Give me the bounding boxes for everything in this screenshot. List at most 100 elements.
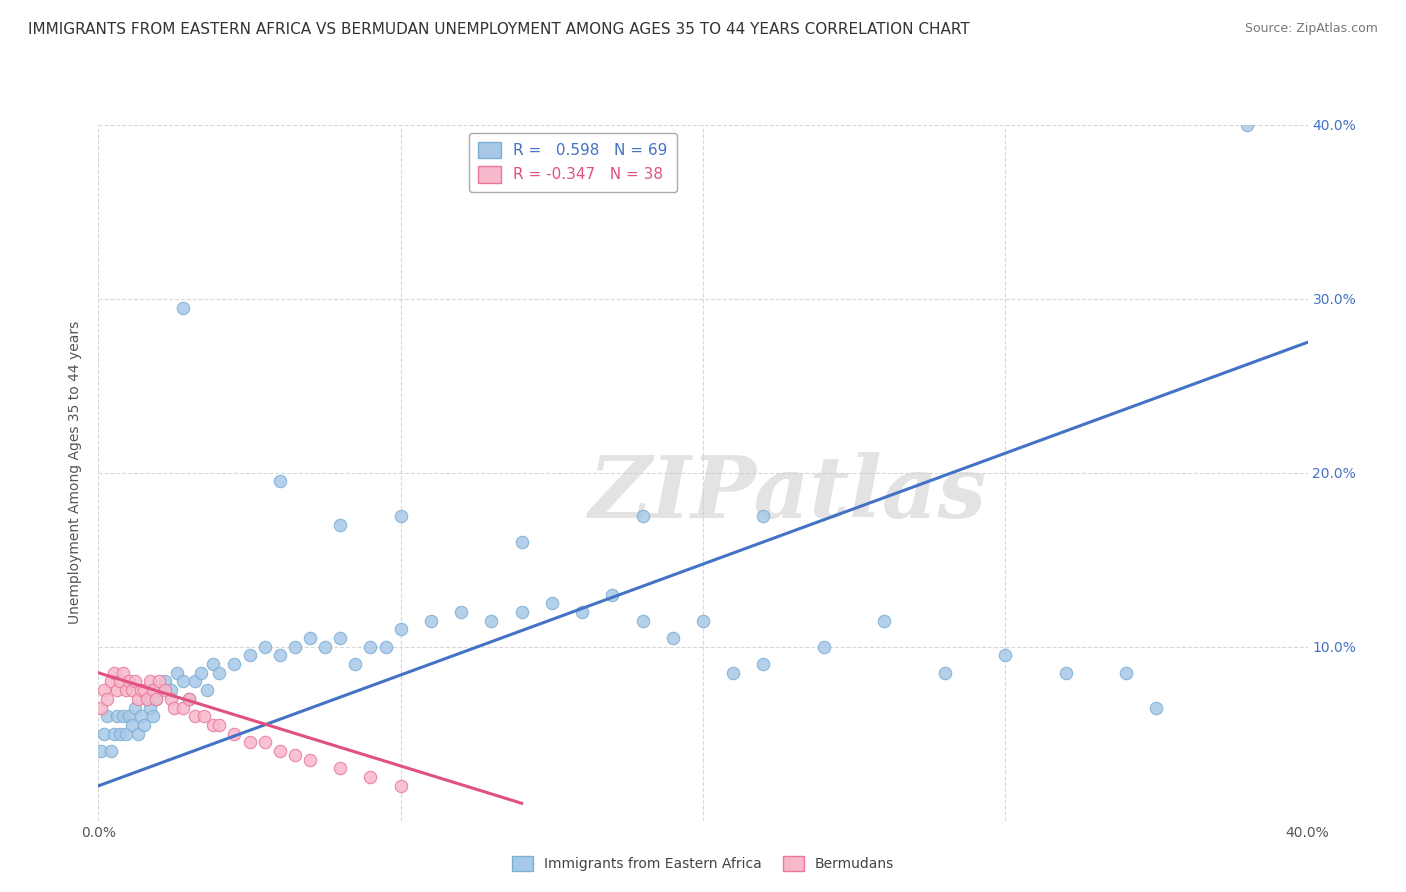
Text: IMMIGRANTS FROM EASTERN AFRICA VS BERMUDAN UNEMPLOYMENT AMONG AGES 35 TO 44 YEAR: IMMIGRANTS FROM EASTERN AFRICA VS BERMUD… bbox=[28, 22, 970, 37]
Point bbox=[389, 779, 412, 793]
Point bbox=[90, 744, 112, 758]
Point bbox=[239, 735, 262, 749]
Point bbox=[389, 623, 412, 637]
Point bbox=[284, 747, 307, 762]
Point bbox=[208, 718, 231, 732]
Point bbox=[420, 614, 443, 628]
Point bbox=[118, 674, 141, 689]
Point bbox=[135, 692, 157, 706]
Point bbox=[129, 709, 152, 723]
Point bbox=[374, 640, 396, 654]
Point bbox=[329, 761, 352, 775]
Point bbox=[179, 692, 201, 706]
Point bbox=[631, 509, 654, 524]
Point bbox=[93, 726, 115, 740]
Point bbox=[153, 683, 176, 698]
Point bbox=[166, 665, 188, 680]
Point bbox=[111, 709, 134, 723]
Point bbox=[723, 665, 745, 680]
Point bbox=[193, 709, 215, 723]
Point bbox=[873, 614, 896, 628]
Point bbox=[1236, 118, 1258, 132]
Point bbox=[142, 683, 165, 698]
Point bbox=[195, 683, 218, 698]
Point bbox=[172, 301, 194, 315]
Point bbox=[540, 596, 562, 610]
Point bbox=[1115, 665, 1137, 680]
Point bbox=[145, 692, 167, 706]
Point bbox=[90, 700, 112, 714]
Point bbox=[269, 648, 291, 663]
Point bbox=[344, 657, 367, 671]
Point bbox=[114, 683, 136, 698]
Point bbox=[450, 605, 472, 619]
Point bbox=[269, 744, 291, 758]
Point bbox=[153, 674, 176, 689]
Legend: Immigrants from Eastern Africa, Bermudans: Immigrants from Eastern Africa, Bermudan… bbox=[506, 850, 900, 876]
Point bbox=[121, 718, 143, 732]
Point bbox=[299, 753, 322, 767]
Point bbox=[389, 509, 412, 524]
Point bbox=[224, 657, 246, 671]
Point bbox=[111, 665, 134, 680]
Point bbox=[148, 674, 170, 689]
Point bbox=[135, 692, 157, 706]
Point bbox=[129, 683, 152, 698]
Point bbox=[114, 726, 136, 740]
Point bbox=[124, 674, 146, 689]
Point bbox=[100, 744, 122, 758]
Point bbox=[139, 700, 162, 714]
Point bbox=[752, 509, 775, 524]
Point bbox=[662, 631, 685, 645]
Point bbox=[481, 614, 503, 628]
Point bbox=[105, 683, 128, 698]
Point bbox=[172, 700, 194, 714]
Point bbox=[184, 709, 207, 723]
Point bbox=[179, 692, 201, 706]
Point bbox=[132, 718, 155, 732]
Point bbox=[145, 692, 167, 706]
Point bbox=[360, 640, 382, 654]
Point bbox=[1144, 700, 1167, 714]
Point bbox=[224, 726, 246, 740]
Point bbox=[202, 657, 225, 671]
Point bbox=[314, 640, 336, 654]
Point bbox=[253, 640, 276, 654]
Point bbox=[1054, 665, 1077, 680]
Point bbox=[184, 674, 207, 689]
Point bbox=[103, 665, 125, 680]
Point bbox=[602, 587, 624, 601]
Point bbox=[813, 640, 835, 654]
Point bbox=[571, 605, 593, 619]
Point bbox=[190, 665, 212, 680]
Y-axis label: Unemployment Among Ages 35 to 44 years: Unemployment Among Ages 35 to 44 years bbox=[69, 321, 83, 624]
Point bbox=[108, 674, 131, 689]
Point bbox=[148, 683, 170, 698]
Point bbox=[132, 683, 155, 698]
Point bbox=[118, 709, 141, 723]
Point bbox=[360, 770, 382, 784]
Point bbox=[105, 709, 128, 723]
Point bbox=[510, 535, 533, 549]
Point bbox=[329, 517, 352, 532]
Point bbox=[510, 605, 533, 619]
Point bbox=[93, 683, 115, 698]
Point bbox=[127, 692, 149, 706]
Point bbox=[142, 709, 165, 723]
Point bbox=[202, 718, 225, 732]
Point bbox=[329, 631, 352, 645]
Point bbox=[692, 614, 714, 628]
Point bbox=[100, 674, 122, 689]
Point bbox=[269, 475, 291, 489]
Point bbox=[160, 692, 183, 706]
Point bbox=[127, 726, 149, 740]
Point bbox=[108, 726, 131, 740]
Point bbox=[994, 648, 1017, 663]
Point bbox=[96, 692, 118, 706]
Text: ZIPatlas: ZIPatlas bbox=[589, 452, 987, 535]
Point bbox=[239, 648, 262, 663]
Text: Source: ZipAtlas.com: Source: ZipAtlas.com bbox=[1244, 22, 1378, 36]
Point bbox=[172, 674, 194, 689]
Point bbox=[160, 683, 183, 698]
Point bbox=[124, 700, 146, 714]
